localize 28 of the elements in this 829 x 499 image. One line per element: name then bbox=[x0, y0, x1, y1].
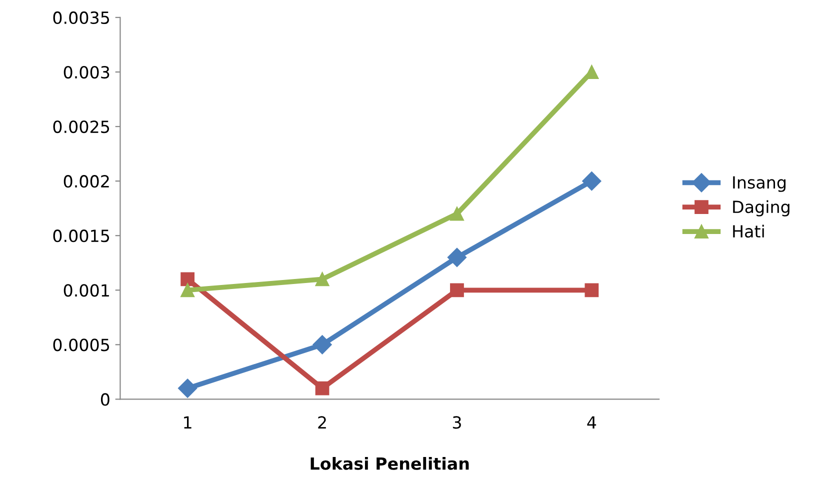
y-tick-label: 0.0015 bbox=[53, 230, 110, 242]
point bbox=[315, 272, 330, 286]
point bbox=[447, 248, 467, 267]
x-tick-label: 3 bbox=[452, 416, 461, 429]
x-axis-title: Lokasi Penelitian bbox=[310, 456, 469, 470]
x-tick-label: 2 bbox=[318, 416, 326, 429]
legend-label: Insang bbox=[733, 176, 786, 192]
point bbox=[584, 65, 599, 79]
y-tick-label: 0.001 bbox=[64, 284, 109, 297]
point bbox=[450, 206, 464, 221]
point bbox=[582, 172, 602, 191]
y-tick-label: 0.0005 bbox=[53, 338, 110, 352]
point bbox=[178, 378, 198, 398]
point bbox=[584, 283, 599, 298]
y-tick-label: 0.0035 bbox=[53, 11, 110, 24]
point bbox=[180, 272, 195, 286]
point bbox=[450, 283, 464, 298]
legend-label: Daging bbox=[733, 200, 790, 216]
point bbox=[180, 283, 195, 298]
point bbox=[312, 335, 332, 354]
x-tick-label: 1 bbox=[184, 416, 192, 429]
y-tick-label: 0.003 bbox=[64, 66, 110, 79]
y-tick-label: 0 bbox=[100, 393, 110, 406]
legend-label: Hati bbox=[733, 224, 764, 238]
x-tick-label: 4 bbox=[587, 416, 596, 429]
y-tick-label: 0.0025 bbox=[53, 120, 110, 134]
point bbox=[315, 381, 330, 396]
y-tick-label: 0.002 bbox=[64, 175, 109, 188]
